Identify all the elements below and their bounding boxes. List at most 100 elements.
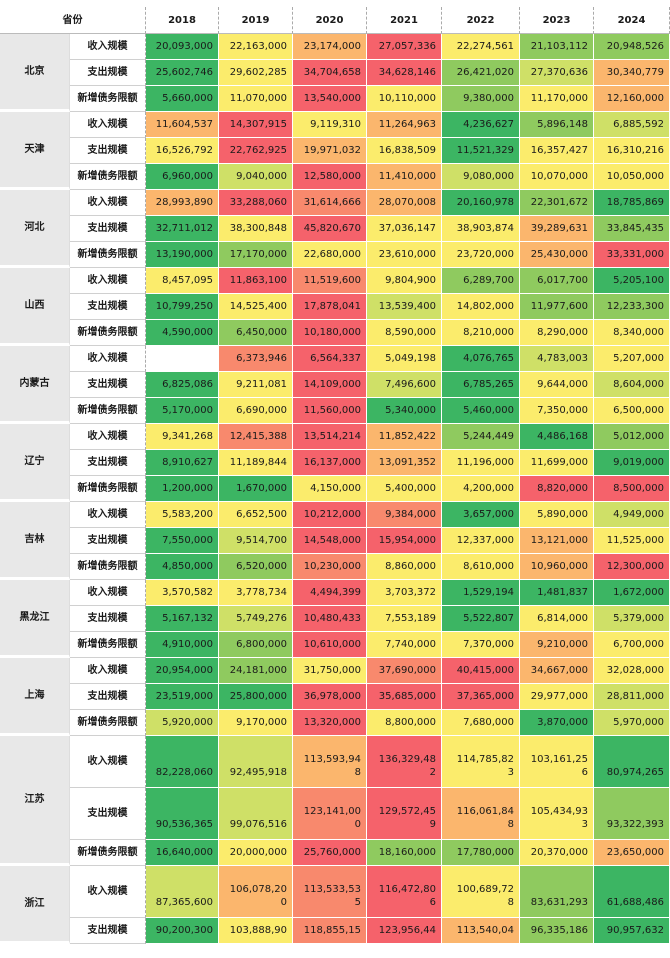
header-year: 2020 [293, 7, 367, 34]
value-cell: 37,690,000 [367, 658, 442, 684]
value-cell: 11,521,329 [442, 138, 520, 164]
value-cell: 20,093,000 [146, 34, 219, 60]
value-cell: 17,878,041 [293, 294, 367, 320]
value-cell: 3,657,000 [442, 502, 520, 528]
value-cell: 8,290,000 [520, 320, 594, 346]
value-cell: 23,720,000 [442, 242, 520, 268]
value-cell: 37,365,000 [442, 684, 520, 710]
value-cell: 7,740,000 [367, 632, 442, 658]
value-cell: 33,331,000 [594, 242, 670, 268]
value-cell: 113,540,04 [442, 918, 520, 944]
value-cell: 18,160,000 [367, 840, 442, 866]
value-cell: 11,852,422 [367, 424, 442, 450]
metric-label: 支出规模 [70, 684, 146, 710]
value-cell: 11,070,000 [219, 86, 293, 112]
value-cell: 116,472,80 6 [367, 866, 442, 918]
value-cell: 3,870,000 [520, 710, 594, 736]
metric-label: 收入规模 [70, 502, 146, 528]
metric-label: 新增债务限额 [70, 320, 146, 346]
value-cell: 7,553,189 [367, 606, 442, 632]
value-cell: 11,410,000 [367, 164, 442, 190]
value-cell: 1,529,194 [442, 580, 520, 606]
value-cell: 9,380,000 [442, 86, 520, 112]
value-cell: 5,167,132 [146, 606, 219, 632]
value-cell: 11,519,600 [293, 268, 367, 294]
value-cell: 5,660,000 [146, 86, 219, 112]
value-cell: 32,028,000 [594, 658, 670, 684]
province-name: 辽宁 [0, 424, 70, 502]
value-cell: 6,652,500 [219, 502, 293, 528]
value-cell: 5,205,100 [594, 268, 670, 294]
value-cell: 8,800,000 [367, 710, 442, 736]
metric-label: 支出规模 [70, 294, 146, 320]
value-cell: 45,820,670 [293, 216, 367, 242]
value-cell: 8,610,000 [442, 554, 520, 580]
value-cell: 6,825,086 [146, 372, 219, 398]
value-cell: 6,500,000 [594, 398, 670, 424]
value-cell: 10,799,250 [146, 294, 219, 320]
value-cell: 123,141,00 0 [293, 788, 367, 840]
value-cell: 1,481,837 [520, 580, 594, 606]
value-cell: 11,189,844 [219, 450, 293, 476]
value-cell: 16,526,792 [146, 138, 219, 164]
value-cell: 10,610,000 [293, 632, 367, 658]
metric-label: 收入规模 [70, 580, 146, 606]
value-cell: 38,903,874 [442, 216, 520, 242]
value-cell: 17,170,000 [219, 242, 293, 268]
value-cell: 9,119,310 [293, 112, 367, 138]
value-cell: 5,460,000 [442, 398, 520, 424]
value-cell: 103,888,90 [219, 918, 293, 944]
province-name: 浙江 [0, 866, 70, 944]
value-cell: 16,640,000 [146, 840, 219, 866]
value-cell: 5,340,000 [367, 398, 442, 424]
value-cell: 20,954,000 [146, 658, 219, 684]
value-cell: 13,320,000 [293, 710, 367, 736]
value-cell: 25,602,746 [146, 60, 219, 86]
value-cell: 9,170,000 [219, 710, 293, 736]
value-cell: 31,614,666 [293, 190, 367, 216]
metric-label: 支出规模 [70, 372, 146, 398]
value-cell: 12,233,300 [594, 294, 670, 320]
value-cell: 14,525,400 [219, 294, 293, 320]
metric-label: 支出规模 [70, 216, 146, 242]
value-cell: 4,910,000 [146, 632, 219, 658]
value-cell: 20,160,978 [442, 190, 520, 216]
value-cell: 23,650,000 [594, 840, 670, 866]
value-cell: 118,855,15 [293, 918, 367, 944]
metric-label: 收入规模 [70, 268, 146, 294]
value-cell: 8,340,000 [594, 320, 670, 346]
value-cell: 15,954,000 [367, 528, 442, 554]
value-cell: 12,415,388 [219, 424, 293, 450]
value-cell: 8,910,627 [146, 450, 219, 476]
value-cell: 3,778,734 [219, 580, 293, 606]
value-cell: 6,800,000 [219, 632, 293, 658]
province-name: 黑龙江 [0, 580, 70, 658]
value-cell: 7,680,000 [442, 710, 520, 736]
value-cell: 6,450,000 [219, 320, 293, 346]
value-cell: 4,076,765 [442, 346, 520, 372]
value-cell: 23,519,000 [146, 684, 219, 710]
value-cell: 10,230,000 [293, 554, 367, 580]
value-cell: 13,121,000 [520, 528, 594, 554]
value-cell: 123,956,44 [367, 918, 442, 944]
value-cell: 40,415,000 [442, 658, 520, 684]
value-cell [146, 346, 219, 372]
value-cell: 34,704,658 [293, 60, 367, 86]
value-cell: 14,802,000 [442, 294, 520, 320]
value-cell: 90,536,365 [146, 788, 219, 840]
metric-label: 收入规模 [70, 34, 146, 60]
value-cell: 10,960,000 [520, 554, 594, 580]
metric-label: 支出规模 [70, 918, 146, 944]
value-cell: 105,434,93 3 [520, 788, 594, 840]
value-cell: 7,350,000 [520, 398, 594, 424]
value-cell: 1,670,000 [219, 476, 293, 502]
value-cell: 100,689,72 8 [442, 866, 520, 918]
value-cell: 9,210,000 [520, 632, 594, 658]
value-cell: 28,993,890 [146, 190, 219, 216]
value-cell: 24,181,000 [219, 658, 293, 684]
value-cell: 16,137,000 [293, 450, 367, 476]
value-cell: 22,163,000 [219, 34, 293, 60]
value-cell: 9,384,000 [367, 502, 442, 528]
value-cell: 114,785,82 3 [442, 736, 520, 788]
metric-label: 支出规模 [70, 528, 146, 554]
